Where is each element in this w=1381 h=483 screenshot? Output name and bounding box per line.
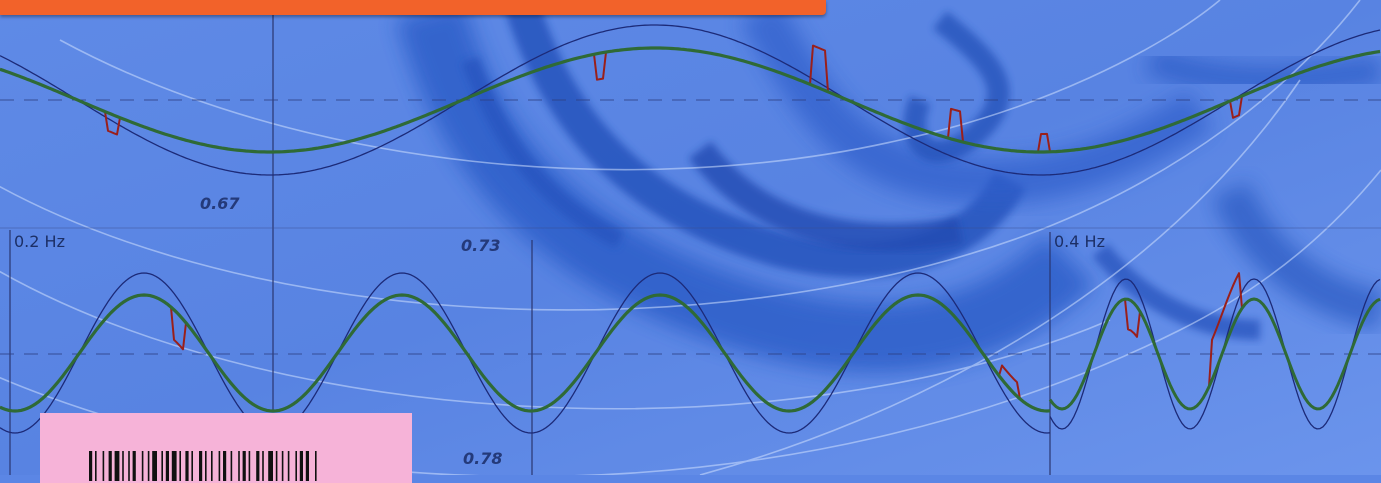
- barcode-bar: [256, 451, 260, 481]
- barcode-bar: [122, 451, 124, 481]
- trace-upper-navy: [0, 24, 1381, 176]
- frequency-label-left: 0.2 Hz: [14, 232, 65, 251]
- barcode-bar: [147, 451, 150, 481]
- smoke-swirl: [396, 0, 1381, 373]
- barcode-bar: [275, 451, 278, 481]
- trace-upper-green: [0, 46, 1381, 154]
- barcode-bar: [218, 451, 221, 481]
- barcode-bar: [161, 451, 163, 481]
- barcode-bar: [315, 451, 317, 481]
- barcode-bar: [295, 451, 297, 481]
- barcode-bar: [230, 451, 233, 481]
- barcode-bar: [128, 451, 130, 481]
- trace-lower-navy: [0, 272, 1051, 434]
- trace-lower-right-green: [1048, 297, 1381, 411]
- barcode-bar: [141, 451, 144, 481]
- barcode-bar: [102, 451, 105, 481]
- barcode-bar: [199, 451, 203, 481]
- frequency-label-right: 0.4 Hz: [1054, 232, 1105, 251]
- barcode-bar: [238, 451, 240, 481]
- barcode-bar: [299, 451, 303, 481]
- barcode-bar: [305, 451, 309, 481]
- barcode-bar: [179, 451, 181, 481]
- barcode-bar: [191, 451, 193, 481]
- barcode-bar: [262, 451, 264, 481]
- barcode-sticker: [40, 413, 412, 483]
- barcode-bar: [211, 451, 213, 481]
- period-label-lower: 0.78: [463, 449, 503, 468]
- orange-header-band: [0, 0, 826, 15]
- barcode-bar: [114, 451, 120, 481]
- barcode-icon: [89, 451, 317, 481]
- barcode-bar: [132, 451, 136, 481]
- barcode-bar: [89, 451, 93, 481]
- period-label-mid: 0.73: [461, 236, 501, 255]
- barcode-bar: [171, 451, 177, 481]
- barcode-bar: [287, 451, 290, 481]
- barcode-bar: [108, 451, 112, 481]
- barcode-bar: [152, 451, 157, 481]
- barcode-bar: [242, 451, 246, 481]
- barcode-bar: [95, 451, 97, 481]
- barcode-bar: [268, 451, 273, 481]
- barcode-bar: [165, 451, 169, 481]
- barcode-bar: [223, 451, 227, 481]
- barcode-bar: [205, 451, 207, 481]
- trace-lower-green: [0, 293, 1051, 413]
- barcode-bar: [248, 451, 251, 481]
- trace-lower-right-navy: [1049, 278, 1381, 430]
- barcode-bar: [185, 451, 189, 481]
- barcode-bar: [281, 451, 284, 481]
- period-label-upper: 0.67: [200, 194, 240, 213]
